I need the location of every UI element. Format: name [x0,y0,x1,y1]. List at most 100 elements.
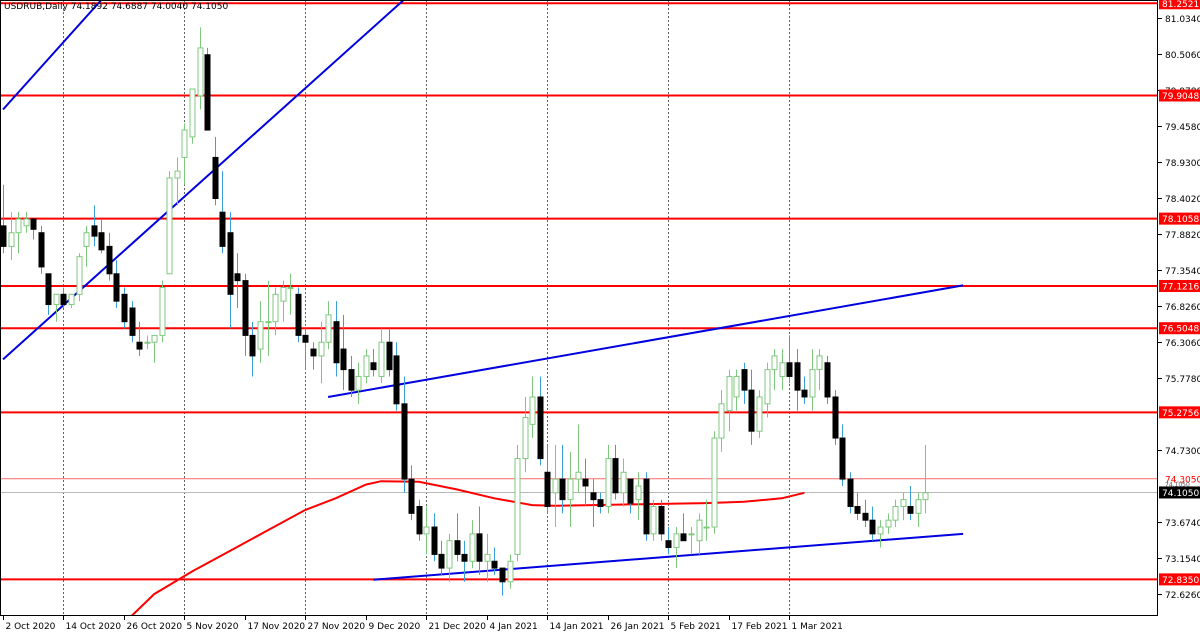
candle-body [76,256,83,295]
candle-body [91,225,98,237]
candle-body [703,526,710,529]
y-tick-label: 72.6260 [1165,591,1200,601]
candle-body [794,362,801,391]
trendline [2,0,103,111]
candle-body [605,458,612,507]
candle-body [98,232,105,251]
y-tick-label: 75.7780 [1165,375,1200,385]
candle-body [136,341,143,350]
candle-body [129,307,136,336]
candle-body [907,505,914,514]
candle-body [582,478,589,487]
x-tick-label: 14 Oct 2020 [66,622,122,632]
x-tick-label: 4 Jan 2021 [490,622,538,632]
candle-body [257,321,264,350]
x-tick-label: 27 Nov 2020 [308,622,366,632]
candle-body [204,54,211,131]
level-price-label: 79.9048 [1162,92,1199,102]
candle-body [635,485,642,501]
y-tick-label: 76.3060 [1165,339,1200,349]
candle-body [333,321,340,364]
current-price-tag [1159,486,1200,499]
candle-body [166,177,173,275]
y-tick-label: 78.4020 [1165,195,1200,205]
plot-frame [0,0,1158,616]
candle-body [461,553,468,562]
candle-body [386,341,393,371]
candle-body [423,526,430,535]
level-price-label: 81.2521 [1162,0,1199,10]
candle-body [363,355,370,377]
level-price-tag [1159,573,1200,586]
y-tick-label: 80.5060 [1165,51,1200,61]
candle-body [764,369,771,405]
candle-body [658,505,665,535]
candle-body [113,273,120,302]
candle-body [446,540,453,569]
candle-body [696,519,703,542]
candle-body [575,471,582,480]
candle-body [809,369,816,398]
candle-body [832,396,839,439]
candle-body [597,499,604,507]
candle-body [408,478,415,514]
y-tick-label: 78.9300 [1165,159,1200,169]
candle-body [892,505,899,521]
candle-body [23,218,30,227]
candle-body [877,526,884,535]
candle-body [438,553,445,569]
candle-body [212,156,219,199]
candle-body [544,471,551,507]
candle-body [514,458,521,555]
candle-body [68,293,75,306]
candle-body [340,348,347,371]
candle-body [643,478,650,535]
level-price-label: 78.1058 [1162,215,1199,225]
candle-body [121,293,128,323]
y-tick-label: 74.7300 [1165,447,1200,457]
candle-body [249,334,256,357]
candle-body [741,369,748,391]
y-tick-label: 76.8260 [1165,303,1200,313]
x-tick-label: 17 Feb 2021 [732,622,788,632]
x-tick-label: 26 Jan 2021 [611,622,665,632]
x-tick-label: 5 Feb 2021 [671,622,721,632]
candle-body [771,355,778,371]
candle-body [484,553,491,562]
candle-body [348,369,355,391]
candle-body [0,225,7,247]
candle-body [499,567,506,583]
x-tick-label: 21 Dec 2020 [429,622,487,632]
candle-body [310,348,317,357]
candle-body [612,458,619,494]
level-price-label: 77.1216 [1162,282,1199,292]
candle-body [726,375,733,412]
candle-body [189,88,196,138]
candle-body [106,245,113,275]
candle-body [295,293,302,336]
candle-body [431,526,438,555]
candle-body [537,396,544,460]
candle-body [401,403,408,480]
x-tick-label: 1 Mar 2021 [792,622,843,632]
candle-body [756,396,763,432]
candle-body [748,389,755,432]
x-tick-label: 26 Oct 2020 [127,622,183,632]
y-tick-label: 77.3540 [1165,267,1200,277]
trendline [327,284,964,398]
candle-body [915,499,922,514]
candle-body [688,533,695,536]
candle-body [181,129,188,158]
candle-body [673,533,680,549]
level-price-tag [1159,89,1200,102]
candle-body [507,560,514,583]
candle-body [559,478,566,501]
candle-body [469,533,476,562]
candle-body [733,375,740,398]
candle-body [665,540,672,549]
level-price-tag [1159,0,1200,10]
ask-price-label: 74.3050 [1165,475,1200,485]
candle-body [378,341,385,377]
level-price-tag [1159,322,1200,335]
